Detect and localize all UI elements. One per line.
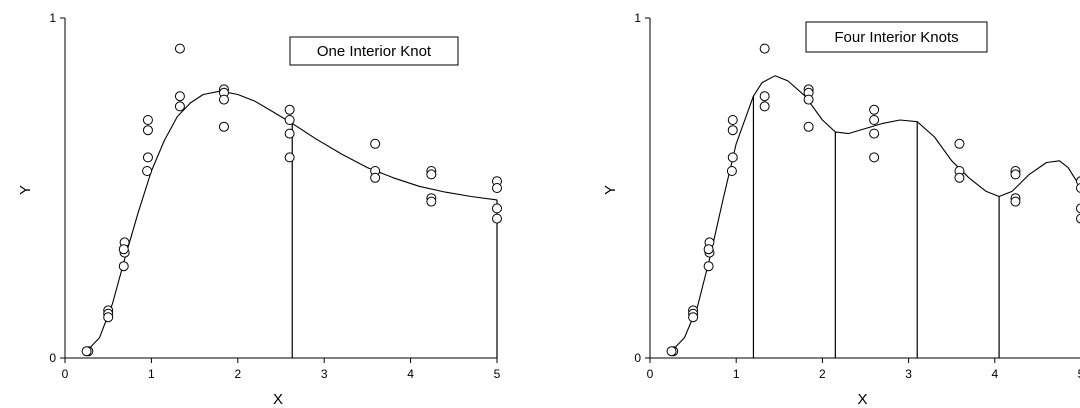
data-point [727, 125, 738, 136]
data-point [118, 261, 129, 272]
x-tick-label: 4 [991, 367, 998, 381]
x-tick-label: 5 [1078, 367, 1080, 381]
x-tick-label: 3 [905, 367, 912, 381]
axes: 0 1 2 3 4 5 0 1 [634, 11, 1080, 381]
data-point [1076, 203, 1080, 214]
data-point [174, 43, 185, 54]
data-point [284, 128, 295, 139]
data-point [1010, 169, 1021, 180]
data-point [803, 121, 814, 132]
x-tick-label: 4 [407, 367, 414, 381]
data-point [703, 244, 714, 255]
y-tick-label: 0 [634, 351, 641, 365]
data-point [218, 121, 229, 132]
data-point [726, 166, 737, 176]
data-point [370, 138, 381, 149]
data-point [1010, 196, 1021, 207]
x-axis-label: X [273, 391, 283, 408]
data-point [81, 346, 92, 357]
axes: 0 1 2 3 4 5 0 1 [49, 11, 500, 381]
chart-panel-four-knots: 0 1 2 3 4 5 0 1 X Y Four Interior Knots [602, 11, 1080, 408]
x-tick-label: 5 [494, 367, 501, 381]
data-point [727, 115, 738, 125]
data-point [759, 101, 770, 112]
data-point [284, 115, 295, 125]
x-tick-label: 2 [234, 367, 241, 381]
data-point [727, 152, 738, 163]
data-point [869, 115, 880, 125]
data-point [284, 104, 295, 115]
data-point [1076, 183, 1080, 193]
data-point [218, 94, 229, 105]
data-point [174, 101, 185, 112]
data-point [869, 152, 880, 163]
fitted-spline-line [86, 90, 498, 352]
data-point [954, 138, 965, 149]
data-point [759, 43, 770, 54]
data-point [954, 172, 965, 183]
data-point [142, 115, 153, 125]
data-point [492, 213, 502, 224]
data-point [803, 94, 814, 105]
data-point [666, 346, 677, 357]
data-point [869, 104, 880, 115]
x-tick-label: 1 [733, 367, 740, 381]
data-point [118, 244, 129, 255]
data-point [174, 91, 185, 102]
y-tick-label: 1 [49, 11, 56, 25]
data-point [869, 128, 880, 139]
y-axis-label: Y [602, 185, 619, 195]
data-point [703, 261, 714, 272]
data-point [370, 172, 381, 183]
data-point [1076, 213, 1080, 224]
data-point [284, 152, 295, 163]
data-point [426, 169, 437, 180]
x-tick-label: 2 [819, 367, 826, 381]
data-point [142, 152, 153, 163]
x-tick-label: 0 [647, 367, 654, 381]
chart-panel-one-knot: 0 1 2 3 4 5 0 1 X Y One Interior Knot [17, 11, 502, 408]
data-point [759, 91, 770, 102]
y-axis-label: Y [17, 185, 34, 195]
x-axis-label: X [857, 391, 867, 408]
data-point [688, 312, 699, 323]
chart-title: One Interior Knot [317, 43, 432, 60]
data-point [142, 125, 153, 136]
y-tick-label: 1 [634, 11, 641, 25]
chart-title: Four Interior Knots [834, 29, 958, 46]
data-point [492, 183, 502, 193]
title-box [289, 36, 459, 66]
x-tick-label: 0 [62, 367, 69, 381]
x-tick-label: 3 [321, 367, 328, 381]
data-point [426, 196, 437, 207]
y-tick-label: 0 [49, 351, 56, 365]
data-point [103, 312, 114, 323]
title-box [805, 21, 988, 53]
data-point [492, 203, 502, 214]
x-tick-label: 1 [148, 367, 155, 381]
data-point [142, 166, 153, 176]
